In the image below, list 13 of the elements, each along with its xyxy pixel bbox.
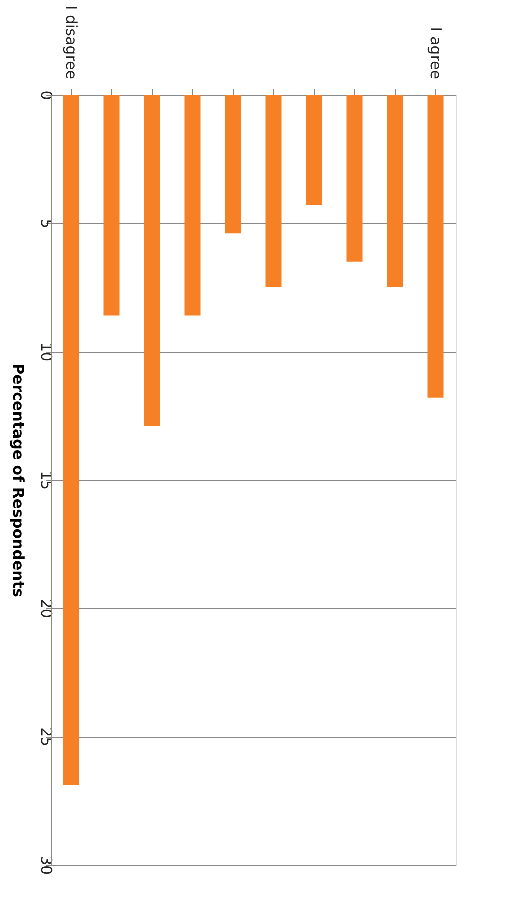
bar (104, 95, 120, 316)
bar (387, 95, 404, 288)
bar (144, 95, 160, 426)
bar (266, 95, 282, 288)
bar (63, 95, 80, 786)
x-tick-label: I disagree (62, 6, 80, 80)
bar (184, 95, 201, 316)
x-tick-label: I agree (426, 27, 445, 80)
bar (225, 95, 242, 234)
bar (306, 95, 322, 206)
bar (346, 95, 363, 262)
bar (428, 95, 444, 398)
y-axis-title: Percentage of Respondents (10, 364, 28, 598)
